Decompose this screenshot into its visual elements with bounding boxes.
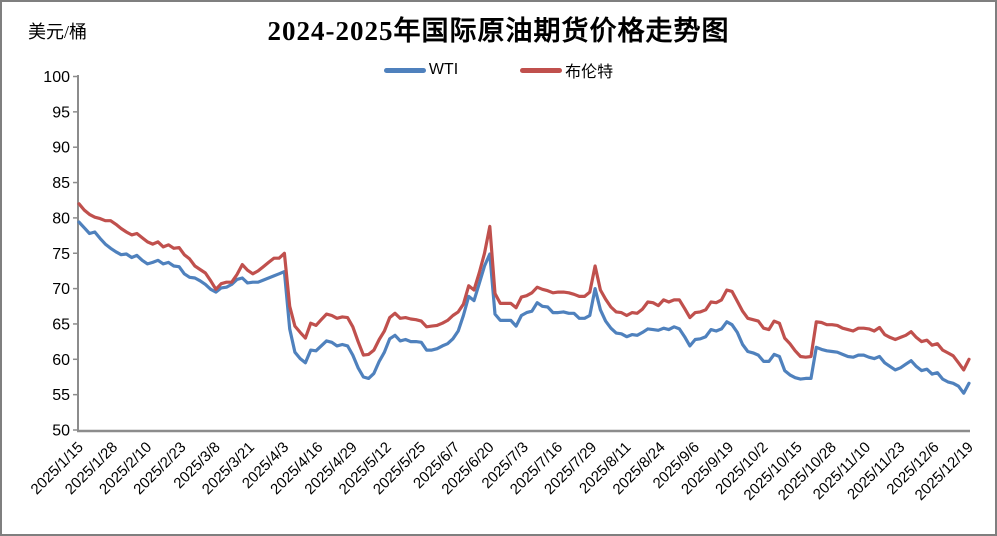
- legend-item-wti: WTI: [383, 61, 459, 79]
- chart-title: 2024-2025年国际原油期货价格走势图: [267, 16, 730, 46]
- wti-line-swatch-icon: [383, 67, 426, 73]
- brent-price-line: [77, 202, 971, 372]
- brent-line-swatch-icon: [520, 67, 563, 73]
- y-tick-label: 50: [52, 423, 70, 440]
- y-tick-label: 80: [52, 210, 70, 227]
- y-tick-label: 95: [52, 104, 70, 121]
- legend-label-brent: 布伦特: [565, 64, 614, 81]
- wti-price-line: [77, 220, 971, 395]
- y-tick-label: 70: [52, 281, 70, 298]
- y-axis: 50 55 60 65 70 75 80 85 90 95 100: [43, 69, 79, 440]
- y-tick-label: 60: [52, 352, 70, 369]
- y-tick-label: 100: [43, 69, 70, 86]
- y-tick-label: 75: [52, 246, 70, 263]
- y-tick-label: 90: [52, 140, 70, 157]
- y-tick-label: 55: [52, 387, 70, 404]
- legend: WTI 布伦特: [2, 58, 995, 82]
- y-axis-unit-label: 美元/桶: [28, 22, 88, 42]
- legend-item-brent: 布伦特: [520, 58, 613, 82]
- y-tick-label: 65: [52, 316, 70, 333]
- x-axis: 2025/1/152025/1/282025/2/102025/2/232025…: [28, 439, 977, 504]
- legend-label-wti: WTI: [428, 61, 459, 78]
- y-tick-label: 85: [52, 175, 70, 192]
